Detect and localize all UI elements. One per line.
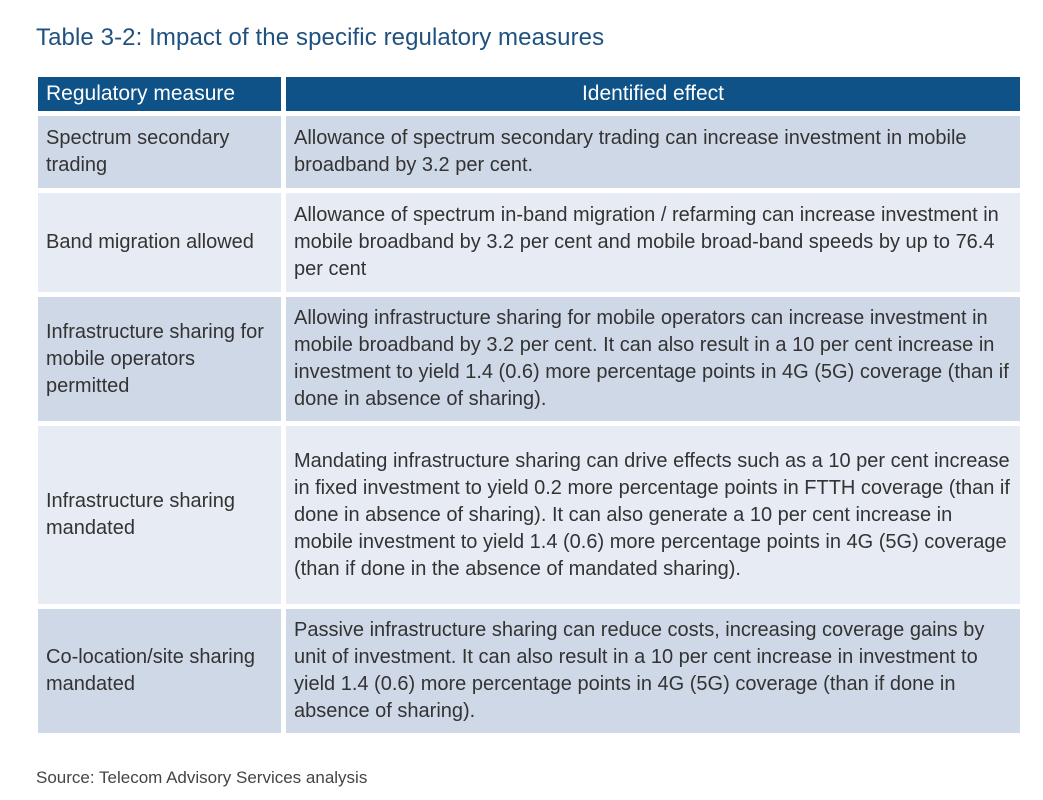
- measure-cell: Co-location/site sharing mandated: [38, 609, 281, 733]
- table-row: Infrastructure sharing mandated Mandatin…: [38, 426, 1020, 604]
- effect-cell: Passive infrastructure sharing can reduc…: [286, 609, 1020, 733]
- effect-cell: Mandating infrastructure sharing can dri…: [286, 426, 1020, 604]
- header-regulatory-measure: Regulatory measure: [38, 77, 281, 111]
- measure-cell: Band migration allowed: [38, 193, 281, 292]
- measure-cell: Spectrum secondary trading: [38, 116, 281, 188]
- measure-cell: Infrastructure sharing mandated: [38, 426, 281, 604]
- regulatory-measures-table: Regulatory measure Identified effect Spe…: [33, 72, 1025, 738]
- header-identified-effect: Identified effect: [286, 77, 1020, 111]
- effect-cell: Allowance of spectrum in-band migration …: [286, 193, 1020, 292]
- effect-cell: Allowing infrastructure sharing for mobi…: [286, 297, 1020, 421]
- table-header-row: Regulatory measure Identified effect: [38, 77, 1020, 111]
- table-row: Infrastructure sharing for mobile operat…: [38, 297, 1020, 421]
- table-row: Band migration allowed Allowance of spec…: [38, 193, 1020, 292]
- table-row: Co-location/site sharing mandated Passiv…: [38, 609, 1020, 733]
- table-title: Table 3-2: Impact of the specific regula…: [36, 24, 605, 51]
- table-row: Spectrum secondary trading Allowance of …: [38, 116, 1020, 188]
- effect-cell: Allowance of spectrum secondary trading …: [286, 116, 1020, 188]
- measure-cell: Infrastructure sharing for mobile operat…: [38, 297, 281, 421]
- source-note: Source: Telecom Advisory Services analys…: [36, 768, 368, 787]
